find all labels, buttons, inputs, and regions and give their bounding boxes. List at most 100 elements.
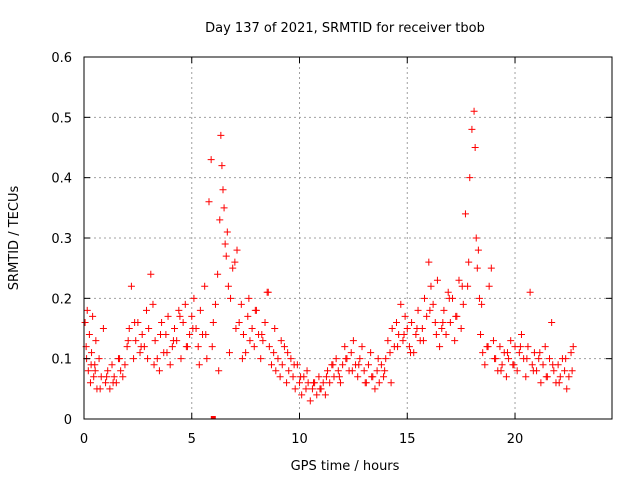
data-point-plus xyxy=(550,367,558,375)
data-point xyxy=(394,343,402,351)
data-point xyxy=(358,343,366,351)
data-point-square xyxy=(210,416,216,419)
data-point xyxy=(517,331,525,339)
data-point-plus xyxy=(136,349,144,357)
x-tick-label: 20 xyxy=(507,432,524,447)
data-point-plus xyxy=(475,294,483,302)
data-point xyxy=(563,385,571,393)
data-point-plus xyxy=(157,331,165,339)
data-point-plus xyxy=(470,107,478,115)
data-point xyxy=(388,325,396,332)
data-point-plus xyxy=(106,385,114,393)
data-point xyxy=(86,379,94,387)
data-point-plus xyxy=(158,318,166,326)
data-point xyxy=(458,282,466,290)
data-point xyxy=(138,331,146,339)
data-point-plus xyxy=(427,282,435,290)
data-point-plus xyxy=(270,349,278,357)
data-point xyxy=(221,240,229,248)
data-point-plus xyxy=(196,306,204,314)
data-point xyxy=(452,312,460,320)
data-point xyxy=(347,349,355,357)
data-point xyxy=(196,306,204,314)
data-point xyxy=(329,361,337,369)
data-point xyxy=(218,162,226,170)
data-point-plus xyxy=(374,355,382,363)
data-point xyxy=(238,355,246,363)
data-point-plus xyxy=(116,355,124,363)
y-tick-label: 0.1 xyxy=(51,353,72,368)
data-point-plus xyxy=(432,331,440,339)
data-point-plus xyxy=(242,349,250,357)
data-point xyxy=(89,312,97,320)
data-point-plus xyxy=(313,391,321,399)
data-point xyxy=(219,186,227,194)
data-point xyxy=(535,355,543,363)
data-point xyxy=(145,325,153,332)
data-point-plus xyxy=(455,276,463,284)
data-point xyxy=(210,416,216,419)
data-point xyxy=(387,379,395,387)
data-point xyxy=(106,385,114,393)
data-point xyxy=(400,331,408,339)
data-point xyxy=(261,318,269,326)
data-point-plus xyxy=(289,373,297,381)
data-point-plus xyxy=(194,343,202,351)
data-point-plus xyxy=(166,361,174,369)
data-point-plus xyxy=(147,270,155,278)
data-point-plus xyxy=(496,343,504,351)
data-point xyxy=(381,367,389,375)
data-point-plus xyxy=(477,331,485,339)
data-point-plus xyxy=(358,343,366,351)
data-point xyxy=(528,361,536,369)
data-point-plus xyxy=(425,258,433,266)
data-point-plus xyxy=(277,337,285,345)
data-point xyxy=(239,331,247,339)
data-point-plus xyxy=(507,337,515,345)
data-point-plus xyxy=(84,367,92,375)
data-point-plus xyxy=(168,343,176,351)
data-point-plus xyxy=(445,294,453,302)
data-point xyxy=(382,355,390,363)
data-point-plus xyxy=(124,337,132,345)
data-point-plus xyxy=(244,312,252,320)
data-point-plus xyxy=(386,349,394,357)
data-point-plus xyxy=(233,246,241,254)
data-point-plus xyxy=(473,264,481,272)
data-point xyxy=(567,349,575,357)
data-point-plus xyxy=(229,264,237,272)
data-point xyxy=(287,355,295,363)
data-point-plus xyxy=(142,306,150,314)
y-tick-label: 0 xyxy=(64,413,72,428)
data-point xyxy=(546,355,554,363)
data-point-plus xyxy=(251,306,259,314)
data-point-plus xyxy=(349,337,357,345)
data-point xyxy=(523,355,531,363)
data-point xyxy=(225,349,233,357)
data-point xyxy=(315,373,323,381)
data-point xyxy=(142,306,150,314)
data-point-plus xyxy=(439,318,447,326)
data-point-plus xyxy=(356,355,364,363)
data-point-plus xyxy=(195,361,203,369)
data-point xyxy=(132,337,140,345)
data-point-plus xyxy=(392,318,400,326)
data-point xyxy=(414,306,422,314)
data-point-plus xyxy=(91,367,99,375)
data-point-plus xyxy=(232,325,240,332)
data-point-plus xyxy=(489,337,497,345)
data-point xyxy=(208,343,216,351)
data-point xyxy=(169,337,177,345)
data-point xyxy=(202,331,210,339)
data-point xyxy=(124,337,132,345)
data-point-plus xyxy=(563,385,571,393)
data-point xyxy=(505,355,513,363)
data-point xyxy=(224,282,232,290)
data-point-plus xyxy=(485,282,493,290)
data-point-plus xyxy=(517,331,525,339)
data-point-plus xyxy=(440,306,448,314)
chart-title: Day 137 of 2021, SRMTID for receiver tbo… xyxy=(205,21,485,36)
data-point xyxy=(455,276,463,284)
data-point-plus xyxy=(132,337,140,345)
data-point-plus xyxy=(528,361,536,369)
